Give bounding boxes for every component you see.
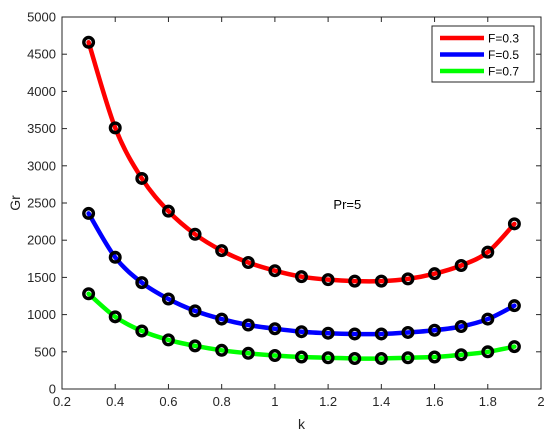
data-point <box>108 310 122 324</box>
x-tick-label: 0.8 <box>213 394 231 409</box>
x-tick-label: 0.2 <box>53 394 71 409</box>
data-point <box>428 267 442 281</box>
x-tick-label: 2 <box>537 394 544 409</box>
data-point <box>481 345 495 359</box>
data-point <box>401 351 415 365</box>
data-point <box>321 273 335 287</box>
data-point <box>321 351 335 365</box>
data-point <box>241 256 255 270</box>
y-tick-label: 5000 <box>27 10 56 25</box>
data-point <box>374 351 388 365</box>
y-tick-label: 0 <box>49 382 56 397</box>
data-point <box>401 272 415 286</box>
data-point <box>481 312 495 326</box>
y-tick-label: 4000 <box>27 84 56 99</box>
data-point <box>321 326 335 340</box>
data-point <box>188 304 202 318</box>
data-point <box>135 276 149 290</box>
y-tick-label: 3500 <box>27 121 56 136</box>
x-axis: 0.2 0.4 0.6 0.8 1 1.2 1.4 1.6 1.8 2 <box>53 17 545 409</box>
y-tick-label: 3000 <box>27 158 56 173</box>
data-point <box>428 323 442 337</box>
data-point <box>161 204 175 218</box>
data-point <box>295 325 309 339</box>
data-point <box>507 299 521 313</box>
legend-label: F=0.3 <box>488 32 519 46</box>
data-point <box>82 35 96 49</box>
data-point <box>161 333 175 347</box>
y-axis-label: Gr <box>7 195 23 211</box>
data-point <box>241 346 255 360</box>
data-point <box>348 274 362 288</box>
data-point <box>82 206 96 220</box>
x-tick-label: 0.6 <box>159 394 177 409</box>
series-markers <box>82 35 521 365</box>
data-point <box>401 325 415 339</box>
x-tick-label: 1.8 <box>479 394 497 409</box>
y-tick-label: 500 <box>34 344 56 359</box>
data-point <box>268 264 282 278</box>
data-point <box>454 320 468 334</box>
legend-label: F=0.7 <box>488 65 519 79</box>
data-point <box>108 121 122 135</box>
data-point <box>348 327 362 341</box>
data-point <box>268 349 282 363</box>
x-tick-label: 1.4 <box>372 394 390 409</box>
y-axis: 0 500 1000 1500 2000 2500 3000 3500 4000 4500 5000 <box>27 10 541 397</box>
data-point <box>188 339 202 353</box>
data-point <box>454 348 468 362</box>
data-point <box>374 327 388 341</box>
x-axis-label: k <box>298 416 306 432</box>
series-line-0 <box>86 40 517 284</box>
data-point <box>295 350 309 364</box>
legend: F=0.3 F=0.5 F=0.7 <box>431 25 535 83</box>
data-point <box>428 350 442 364</box>
data-point <box>188 227 202 241</box>
data-point <box>507 340 521 354</box>
data-point <box>135 171 149 185</box>
x-tick-label: 0.4 <box>106 394 124 409</box>
legend-label: F=0.5 <box>488 48 519 62</box>
data-point <box>241 318 255 332</box>
y-tick-label: 4500 <box>27 47 56 62</box>
y-tick-label: 1000 <box>27 307 56 322</box>
series-line-2 <box>86 291 517 361</box>
data-point <box>135 324 149 338</box>
data-point <box>507 217 521 231</box>
x-tick-label: 1.2 <box>319 394 337 409</box>
data-point <box>215 312 229 326</box>
series-curves <box>86 40 517 361</box>
data-point <box>108 250 122 264</box>
x-tick-label: 1.6 <box>426 394 444 409</box>
data-point <box>215 343 229 357</box>
data-point <box>481 245 495 259</box>
y-tick-label: 2000 <box>27 233 56 248</box>
annotation-pr: Pr=5 <box>333 197 361 212</box>
data-point <box>374 274 388 288</box>
series-line-1 <box>86 211 517 337</box>
data-point <box>82 287 96 301</box>
y-tick-label: 1500 <box>27 270 56 285</box>
x-tick-label: 1 <box>271 394 278 409</box>
data-point <box>295 270 309 284</box>
data-point <box>454 258 468 272</box>
data-point <box>161 292 175 306</box>
y-tick-label: 2500 <box>27 196 56 211</box>
data-point <box>268 322 282 336</box>
data-point <box>348 351 362 365</box>
data-point <box>215 244 229 258</box>
